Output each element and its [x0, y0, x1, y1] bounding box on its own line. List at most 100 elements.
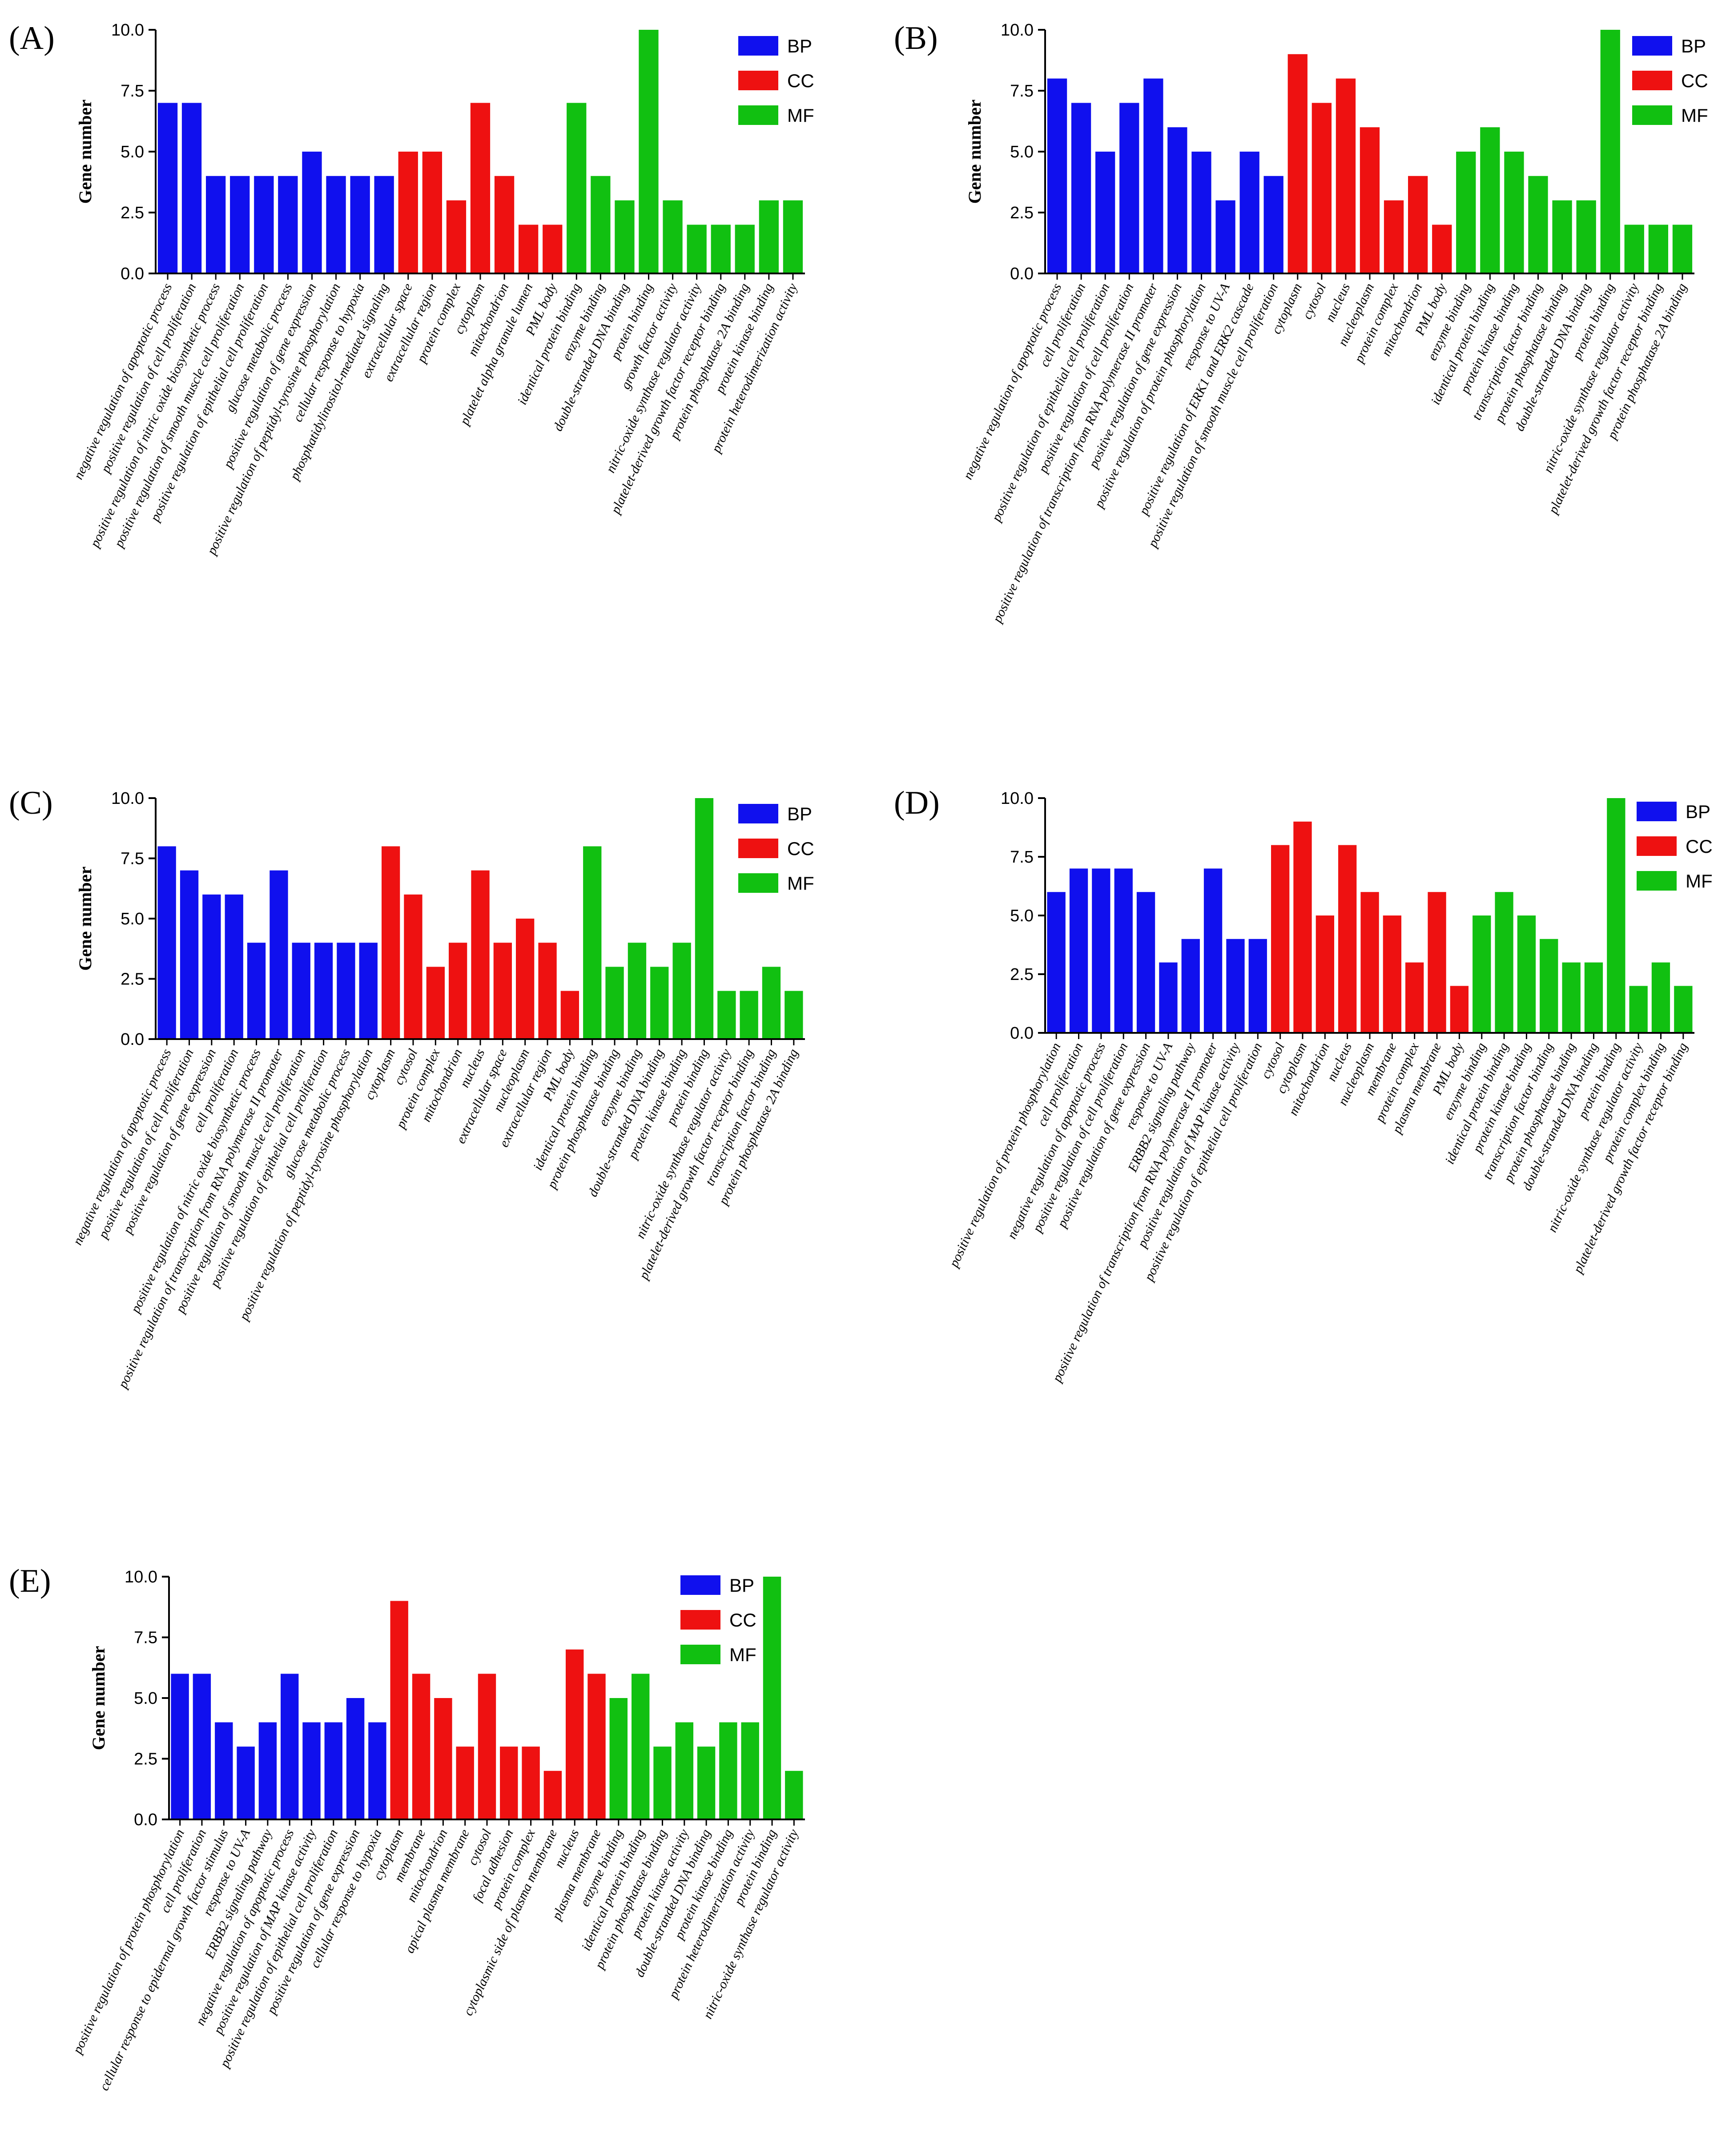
bar-a-13 — [446, 200, 467, 273]
bar-c-6 — [270, 870, 288, 1039]
panel-label-e: (E) — [9, 1563, 51, 1599]
bar-b-8 — [1215, 200, 1235, 273]
bar-c-19 — [560, 991, 579, 1039]
bar-b-24 — [1600, 30, 1620, 273]
y-axis-label-b: Gene number — [965, 100, 985, 204]
bar-a-8 — [326, 176, 346, 273]
legend-label-b-cc: CC — [1681, 70, 1708, 91]
y-tick-label-c-2: 2.5 — [121, 970, 144, 989]
bar-a-4 — [230, 176, 250, 273]
legend-label-b-bp: BP — [1681, 36, 1706, 56]
bar-e-15 — [478, 1674, 496, 1819]
bar-d-25 — [1584, 962, 1603, 1033]
bar-a-19 — [591, 176, 611, 273]
bar-e-9 — [346, 1698, 365, 1819]
y-axis-label-c: Gene number — [75, 867, 95, 971]
bar-e-6 — [281, 1674, 299, 1819]
bar-d-27 — [1629, 986, 1648, 1033]
bar-c-16 — [493, 943, 512, 1039]
bar-e-2 — [193, 1674, 211, 1819]
bar-d-23 — [1540, 939, 1558, 1033]
y-tick-label-b-1: 0.0 — [1010, 265, 1034, 283]
legend-label-a-bp: BP — [787, 36, 812, 56]
bar-e-14 — [456, 1746, 474, 1819]
bar-a-14 — [470, 103, 491, 273]
bar-c-20 — [583, 846, 602, 1039]
bar-d-11 — [1271, 845, 1290, 1033]
bar-d-20 — [1473, 915, 1491, 1033]
bar-a-1 — [157, 103, 178, 273]
bar-a-18 — [567, 103, 587, 273]
legend-swatch-e-cc — [680, 1610, 720, 1630]
bar-c-12 — [404, 894, 422, 1039]
legend-label-e-mf: MF — [729, 1644, 756, 1665]
bar-c-2 — [180, 870, 199, 1039]
bar-c-9 — [337, 943, 355, 1039]
bar-d-29 — [1674, 986, 1693, 1033]
bar-e-26 — [719, 1722, 737, 1819]
legend-label-c-bp: BP — [787, 803, 812, 824]
bar-b-17 — [1432, 225, 1452, 273]
bar-c-25 — [695, 798, 714, 1039]
bar-e-27 — [741, 1722, 759, 1819]
bar-b-16 — [1408, 176, 1428, 273]
y-tick-label-d-4: 7.5 — [1010, 848, 1034, 867]
bar-e-4 — [237, 1746, 255, 1819]
y-tick-label-a-4: 7.5 — [121, 82, 144, 100]
bar-b-26 — [1648, 225, 1668, 273]
bar-e-17 — [522, 1746, 540, 1819]
bar-d-4 — [1114, 868, 1133, 1033]
bar-d-10 — [1248, 939, 1267, 1033]
bar-d-18 — [1428, 892, 1446, 1033]
bar-b-22 — [1552, 200, 1572, 273]
y-tick-label-c-1: 0.0 — [121, 1030, 144, 1049]
y-axis-label-e: Gene number — [89, 1646, 109, 1750]
legend-label-b-mf: MF — [1681, 105, 1708, 126]
bar-d-16 — [1383, 915, 1401, 1033]
y-tick-label-b-5: 10.0 — [1001, 21, 1034, 40]
legend-swatch-c-mf — [738, 873, 778, 893]
bar-e-11 — [390, 1601, 408, 1819]
bar-c-11 — [382, 846, 400, 1039]
legend-label-d-mf: MF — [1686, 871, 1713, 891]
bar-c-3 — [202, 894, 221, 1039]
bar-a-11 — [398, 152, 418, 273]
legend-label-a-mf: MF — [787, 105, 814, 126]
bar-a-7 — [302, 152, 322, 273]
bar-c-17 — [516, 919, 535, 1039]
bar-e-19 — [566, 1649, 584, 1819]
bar-e-22 — [632, 1674, 650, 1819]
bar-b-3 — [1095, 152, 1115, 273]
legend-swatch-e-bp — [680, 1575, 720, 1595]
bar-e-1 — [171, 1674, 189, 1819]
y-tick-label-e-3: 5.0 — [134, 1689, 157, 1708]
bar-d-26 — [1607, 798, 1625, 1033]
bar-b-4 — [1119, 103, 1139, 273]
bar-e-20 — [587, 1674, 606, 1819]
legend-label-a-cc: CC — [787, 70, 814, 91]
bar-d-3 — [1092, 868, 1110, 1033]
bar-a-26 — [759, 200, 779, 273]
bar-d-7 — [1181, 939, 1200, 1033]
bar-c-18 — [538, 943, 557, 1039]
bar-a-17 — [543, 225, 563, 273]
bar-a-20 — [615, 200, 635, 273]
bar-d-6 — [1159, 962, 1178, 1033]
bar-b-27 — [1672, 225, 1693, 273]
legend-label-e-bp: BP — [729, 1575, 754, 1596]
bar-c-26 — [717, 991, 736, 1039]
bar-b-2 — [1071, 103, 1091, 273]
bar-c-27 — [740, 991, 758, 1039]
bar-c-1 — [157, 846, 176, 1039]
bar-b-9 — [1239, 152, 1259, 273]
bar-c-10 — [359, 943, 378, 1039]
bar-a-24 — [711, 225, 731, 273]
bar-c-23 — [650, 967, 669, 1039]
bar-e-21 — [609, 1698, 628, 1819]
bar-b-7 — [1191, 152, 1211, 273]
bar-a-6 — [278, 176, 298, 273]
bar-d-21 — [1495, 892, 1513, 1033]
bar-e-16 — [500, 1746, 518, 1819]
